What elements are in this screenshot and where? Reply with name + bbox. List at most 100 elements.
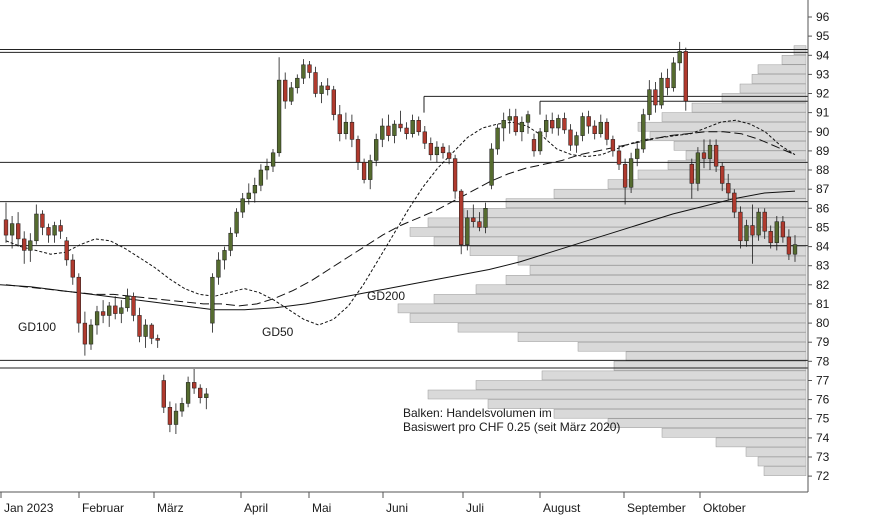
candle-body xyxy=(452,158,458,192)
candle xyxy=(416,116,421,136)
y-tick-label: 96 xyxy=(816,10,830,24)
candle-body xyxy=(410,120,415,134)
candle xyxy=(410,114,415,138)
volume-bar xyxy=(673,141,807,151)
candle-body xyxy=(428,143,434,156)
candle xyxy=(720,162,725,192)
candle-body xyxy=(459,190,464,245)
volume-bar xyxy=(685,150,807,161)
candle xyxy=(113,296,118,320)
candle-body xyxy=(404,127,409,134)
candle xyxy=(531,133,537,157)
candle xyxy=(167,401,173,433)
y-tick-label: 93 xyxy=(816,67,830,81)
candle xyxy=(495,124,500,155)
candle xyxy=(446,145,452,165)
candle-body xyxy=(131,296,136,316)
candle-body xyxy=(720,165,725,184)
candle-body xyxy=(258,169,264,186)
candle-body xyxy=(762,211,767,232)
y-tick-label: 89 xyxy=(816,144,830,158)
candle-body xyxy=(628,158,634,188)
candle-body xyxy=(22,238,27,251)
candle-body xyxy=(276,79,282,154)
candle xyxy=(525,110,531,134)
candle-body xyxy=(701,152,707,159)
candle-body xyxy=(234,211,239,234)
candle-body xyxy=(525,114,531,123)
candle xyxy=(16,212,21,247)
candle xyxy=(22,231,27,264)
x-tick-label: April xyxy=(244,501,268,515)
candle-body xyxy=(598,121,603,134)
candle-body xyxy=(792,244,798,255)
candle xyxy=(452,154,458,199)
candle-body xyxy=(46,227,51,236)
candle-body xyxy=(641,114,646,150)
volume-bar xyxy=(427,389,807,400)
tick-labels: 72 73 74 75 76 77 78 79 80 81 82 83 84 85 86 87 88 89 90 91… xyxy=(0,10,830,515)
y-tick-label: 88 xyxy=(816,163,830,177)
candle-body xyxy=(137,315,142,337)
candle xyxy=(592,120,597,140)
candle-body xyxy=(568,129,573,146)
ma-label-gd100: GD100 xyxy=(18,320,56,334)
candle xyxy=(198,384,203,404)
y-tick-label: 91 xyxy=(816,106,830,120)
volume-bar xyxy=(475,380,807,390)
candle-body xyxy=(204,393,209,398)
volume-bar xyxy=(721,93,807,103)
candle xyxy=(283,72,288,109)
candle xyxy=(507,108,512,134)
candle xyxy=(204,388,209,410)
candle xyxy=(380,118,385,148)
y-tick-label: 82 xyxy=(816,278,830,292)
candle-body xyxy=(610,139,616,152)
candle xyxy=(750,204,755,264)
candle xyxy=(125,288,130,312)
candle-body xyxy=(659,77,664,106)
candle xyxy=(361,158,367,184)
candle-body xyxy=(3,219,9,236)
candle xyxy=(46,223,51,243)
candle-body xyxy=(301,64,306,79)
candle-body xyxy=(34,213,39,242)
candle xyxy=(726,173,731,201)
volume-bar xyxy=(661,428,807,438)
candle-body xyxy=(16,223,21,240)
candle-body xyxy=(355,139,361,163)
volume-bar xyxy=(613,361,807,371)
candle-body xyxy=(58,225,63,232)
candle-body xyxy=(780,221,786,238)
candle-body xyxy=(665,77,670,89)
candle-body xyxy=(289,87,294,102)
axes xyxy=(0,0,809,493)
volume-bar xyxy=(505,198,807,208)
candle-body xyxy=(750,225,755,236)
candle-body xyxy=(683,51,688,102)
candle xyxy=(513,108,518,136)
volume-bar xyxy=(649,131,807,142)
candle xyxy=(653,82,658,113)
candle xyxy=(185,376,191,408)
candle xyxy=(70,254,75,285)
candle xyxy=(707,139,713,170)
candle-body xyxy=(125,296,130,309)
candle-body xyxy=(477,221,482,228)
candle xyxy=(616,145,622,170)
candle-body xyxy=(774,221,779,243)
volume-bar xyxy=(463,208,807,218)
candle-body xyxy=(270,152,276,167)
volume-bar xyxy=(529,265,807,275)
volume-bar xyxy=(763,466,807,476)
candle-body xyxy=(246,192,251,199)
candlesticks xyxy=(3,41,798,434)
candle xyxy=(732,189,737,218)
candle-body xyxy=(531,139,537,152)
y-tick-label: 74 xyxy=(816,431,830,445)
candle xyxy=(313,66,318,98)
volume-bar xyxy=(541,370,807,381)
candle-body xyxy=(185,382,191,404)
candle-body xyxy=(744,225,749,242)
